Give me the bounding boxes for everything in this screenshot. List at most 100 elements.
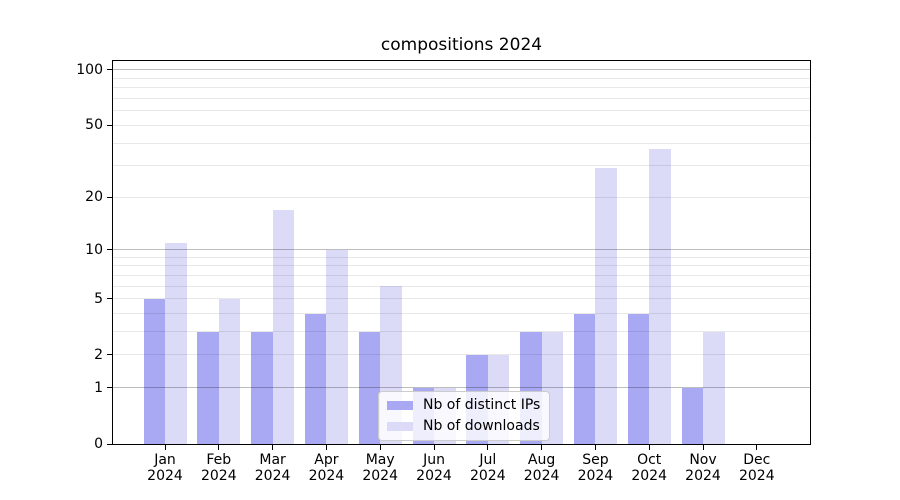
y-tick-100 <box>107 69 113 71</box>
x-label-month: Aug <box>527 452 556 468</box>
gridline-minor-30 <box>113 165 810 167</box>
x-tick-oct <box>648 445 650 450</box>
y-tick-label-50: 50 <box>85 117 103 134</box>
gridline-minor-70 <box>113 98 810 100</box>
bar-ips-apr <box>304 313 327 444</box>
bar-downloads-nov <box>703 331 725 444</box>
y-tick-0 <box>107 443 113 445</box>
x-label-month: Jul <box>479 452 497 468</box>
y-tick-20 <box>107 196 113 198</box>
bar-downloads-jan <box>165 242 187 444</box>
x-tick-label-jul: Jul 2024 <box>458 452 518 484</box>
legend-swatch-downloads <box>387 422 413 431</box>
y-tick-label-2: 2 <box>94 346 103 363</box>
x-label-year: 2024 <box>200 468 237 484</box>
x-tick-jul <box>487 445 489 450</box>
x-label-year: 2024 <box>362 468 398 484</box>
gridline-minor-50 <box>113 124 810 126</box>
gridline-minor-8 <box>113 265 810 267</box>
x-label-month: Dec <box>743 452 771 468</box>
x-tick-label-may: May 2024 <box>350 452 410 484</box>
legend-label-downloads: Nb of downloads <box>423 418 540 434</box>
x-tick-label-dec: Dec 2024 <box>727 452 787 484</box>
x-label-month: Feb <box>206 452 232 468</box>
x-label-year: 2024 <box>631 468 667 484</box>
x-tick-label-apr: Apr 2024 <box>296 452 356 484</box>
x-tick-feb <box>218 445 220 450</box>
x-tick-label-mar: Mar 2024 <box>243 452 303 484</box>
x-tick-label-oct: Oct 2024 <box>619 452 679 484</box>
gridline-major-100 <box>113 69 810 71</box>
x-label-month: Jan <box>154 452 176 468</box>
bar-ips-jan <box>143 298 165 444</box>
x-tick-label-jan: Jan 2024 <box>135 452 195 484</box>
gridline-minor-4 <box>113 313 810 315</box>
bar-ips-feb <box>197 331 219 444</box>
x-tick-jan <box>164 445 166 450</box>
gridline-minor-6 <box>113 285 810 287</box>
legend-entry-ips: Nb of distinct IPs <box>387 397 541 414</box>
bar-downloads-apr <box>326 249 348 444</box>
x-tick-dec <box>756 445 758 450</box>
y-tick-5 <box>107 298 113 300</box>
x-label-month: Sep <box>582 452 609 468</box>
x-label-year: 2024 <box>254 468 291 484</box>
x-label-year: 2024 <box>685 468 721 484</box>
x-tick-may <box>379 445 381 450</box>
y-tick-label-1: 1 <box>94 379 103 396</box>
x-tick-label-sep: Sep 2024 <box>565 452 625 484</box>
x-tick-mar <box>272 445 274 450</box>
gridline-minor-20 <box>113 196 810 198</box>
legend-label-ips: Nb of distinct IPs <box>423 397 541 413</box>
legend: Nb of distinct IPs Nb of downloads <box>378 391 550 441</box>
bar-ips-may <box>358 331 381 444</box>
gridline-minor-5 <box>113 298 810 300</box>
x-label-year: 2024 <box>738 468 775 484</box>
y-tick-10 <box>107 249 113 251</box>
y-tick-label-0: 0 <box>94 436 103 452</box>
gridline-minor-9 <box>113 256 810 258</box>
x-label-year: 2024 <box>523 468 560 484</box>
x-tick-aug <box>541 445 543 450</box>
gridline-minor-80 <box>113 87 810 89</box>
bar-downloads-sep <box>595 168 617 444</box>
x-tick-sep <box>594 445 596 450</box>
gridline-major-10 <box>113 249 810 251</box>
x-label-month: Nov <box>689 452 717 468</box>
y-tick-label-5: 5 <box>94 290 103 307</box>
x-label-month: May <box>365 452 395 468</box>
bar-downloads-mar <box>272 209 295 444</box>
y-tick-1 <box>107 387 113 389</box>
bar-ips-oct <box>627 313 650 444</box>
y-tick-label-20: 20 <box>85 189 103 206</box>
x-label-month: Oct <box>637 452 662 468</box>
x-label-year: 2024 <box>469 468 506 484</box>
y-tick-50 <box>107 124 113 126</box>
gridline-minor-7 <box>113 274 810 276</box>
gridline-minor-90 <box>113 77 810 79</box>
bar-ips-mar <box>251 331 273 444</box>
x-tick-label-feb: Feb 2024 <box>189 452 249 484</box>
x-tick-apr <box>325 445 327 450</box>
legend-entry-downloads: Nb of downloads <box>387 418 541 435</box>
y-tick-label-10: 10 <box>85 241 103 258</box>
gridline-minor-40 <box>113 142 810 144</box>
x-tick-label-nov: Nov 2024 <box>673 452 733 484</box>
y-tick-label-100: 100 <box>76 61 103 78</box>
x-label-month: Apr <box>314 452 339 468</box>
bar-downloads-oct <box>649 149 671 444</box>
bar-downloads-feb <box>218 298 241 444</box>
bar-ips-sep <box>573 313 596 444</box>
legend-swatch-ips <box>387 401 413 410</box>
x-label-year: 2024 <box>308 468 345 484</box>
x-label-year: 2024 <box>577 468 614 484</box>
bar-ips-nov <box>681 387 703 444</box>
x-tick-label-aug: Aug 2024 <box>512 452 572 484</box>
x-label-month: Mar <box>259 452 286 468</box>
x-tick-jun <box>433 445 435 450</box>
x-tick-label-jun: Jun 2024 <box>404 452 464 484</box>
x-label-month: Jun <box>423 452 445 468</box>
x-label-year: 2024 <box>147 468 183 484</box>
gridline-minor-60 <box>113 110 810 112</box>
